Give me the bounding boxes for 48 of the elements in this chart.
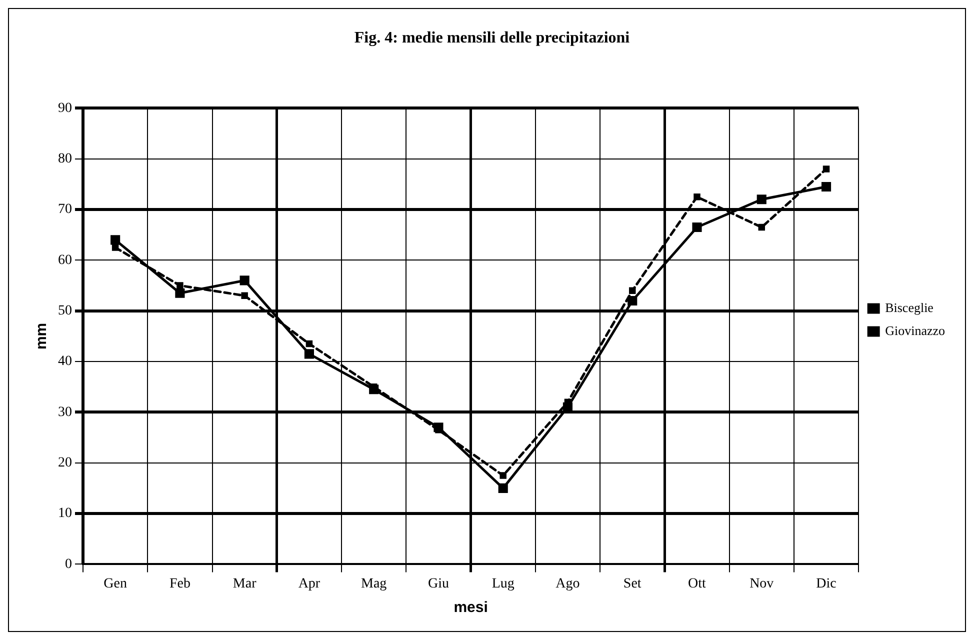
x-tick-label: Lug [492,576,514,592]
y-tick-label: 90 [58,100,72,116]
y-tick-label: 0 [65,556,72,572]
y-tick-label: 10 [58,506,72,522]
point [304,349,314,359]
y-axis-title: mm [33,322,50,350]
y-tick-label: 70 [58,202,72,218]
x-tick-label: Feb [169,576,190,592]
point [821,182,832,192]
x-tick-label: Gen [104,576,127,592]
x-tick-label: Ott [688,576,706,592]
y-tick-label: 30 [58,404,72,420]
point [112,244,119,251]
x-tick-label: Ago [556,576,580,592]
point [241,292,248,300]
point [175,288,185,298]
point [692,222,702,232]
y-tick-label: 80 [58,152,72,167]
point [110,235,120,245]
point [628,296,638,306]
point [240,276,250,286]
x-axis-title: mesi [454,599,488,616]
x-tick-label: Apr [298,576,320,592]
y-tick-label: 40 [58,354,72,370]
chart-title: Fig. 4: medie mensili delle precipitazioni [354,30,630,47]
point [756,194,766,204]
point [434,422,444,432]
point [498,483,508,493]
y-tick-label: 60 [58,252,72,268]
x-tick-label: Set [623,576,642,592]
point [176,282,184,289]
point [562,402,573,412]
x-tick-label: Nov [750,576,774,592]
legend-label: Giovinazzo [885,322,945,338]
point [822,166,830,172]
legend-label: Bisceglie [885,300,934,315]
point [694,193,700,200]
point [628,287,636,294]
x-tick-label: Dic [816,576,836,592]
point [758,224,765,231]
point [369,384,379,394]
x-tick-label: Giu [428,576,449,592]
point [500,472,506,479]
x-tick-label: Mag [361,576,387,592]
y-tick-label: 50 [58,304,72,319]
point [306,340,313,348]
y-tick-label: 20 [58,456,72,471]
x-tick-label: Mar [232,576,257,592]
